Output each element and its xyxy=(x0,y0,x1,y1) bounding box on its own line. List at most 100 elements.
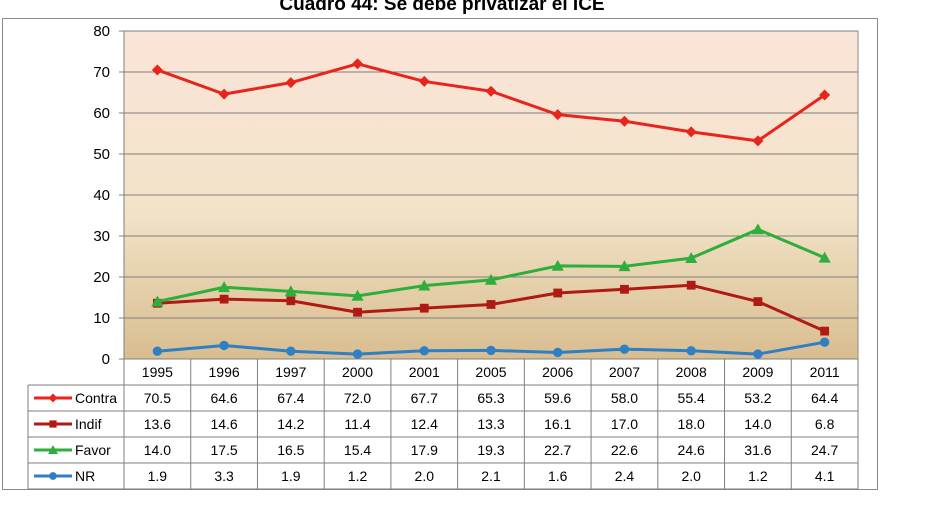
data-label-indif: 13.3 xyxy=(477,416,504,432)
data-label-favor: 14.0 xyxy=(144,442,171,458)
data-point-favor xyxy=(218,281,231,293)
data-label-indif: 13.6 xyxy=(144,416,171,432)
data-point-contra xyxy=(285,77,297,89)
y-tick-label: 0 xyxy=(102,351,110,368)
data-point-indif xyxy=(486,300,496,309)
data-label-nr: 1.9 xyxy=(148,468,168,484)
x-tick-label: 2000 xyxy=(342,364,373,380)
data-label-nr: 4.1 xyxy=(815,468,835,484)
data-label-nr: 2.0 xyxy=(415,468,435,484)
data-label-indif: 11.4 xyxy=(344,416,370,432)
data-point-contra xyxy=(552,109,564,121)
x-tick-label: 2007 xyxy=(609,364,640,380)
data-label-favor: 15.4 xyxy=(344,442,371,458)
legend-label-nr: NR xyxy=(75,468,95,484)
data-point-contra xyxy=(218,88,230,100)
data-label-nr: 1.2 xyxy=(748,468,768,484)
data-point-favor xyxy=(818,251,831,263)
data-point-nr xyxy=(152,346,163,356)
data-point-indif xyxy=(286,296,296,306)
y-tick-label: 50 xyxy=(93,146,110,163)
legend-marker-indif xyxy=(49,420,57,428)
legend-marker-nr xyxy=(49,472,57,480)
y-tick-label: 70 xyxy=(93,64,110,81)
x-tick-label: 1995 xyxy=(142,364,173,380)
data-label-nr: 1.6 xyxy=(548,468,568,484)
y-tick-label: 60 xyxy=(93,105,110,122)
data-point-contra xyxy=(352,58,364,70)
data-label-nr: 2.0 xyxy=(681,468,701,484)
data-point-nr xyxy=(553,347,563,358)
y-tick-label: 30 xyxy=(93,228,110,245)
x-tick-label: 2011 xyxy=(810,364,840,380)
data-point-nr xyxy=(753,349,763,359)
data-label-favor: 24.6 xyxy=(678,442,705,458)
data-point-nr xyxy=(286,346,296,356)
data-point-indif xyxy=(820,326,830,336)
data-point-favor xyxy=(418,279,431,291)
plot-area: 0 10 20 30 40 50 60 70 80 xyxy=(93,23,859,368)
data-label-contra: 65.3 xyxy=(477,390,504,406)
data-point-favor xyxy=(151,295,164,307)
legend-label-indif: Indif xyxy=(75,416,102,432)
data-point-favor xyxy=(484,273,498,285)
data-point-indif xyxy=(553,288,563,298)
data-point-favor xyxy=(351,289,364,301)
data-label-indif: 14.6 xyxy=(210,416,237,432)
data-label-indif: 14.0 xyxy=(744,416,771,432)
data-label-nr: 3.3 xyxy=(214,468,234,484)
x-tick-label: 1996 xyxy=(209,364,240,380)
data-point-contra xyxy=(752,135,764,147)
data-point-contra xyxy=(151,64,163,76)
data-label-contra: 67.4 xyxy=(277,390,304,406)
data-point-contra xyxy=(618,115,630,127)
data-label-contra: 53.2 xyxy=(744,390,771,406)
data-point-favor xyxy=(618,260,631,272)
data-point-favor xyxy=(751,223,764,235)
data-label-favor: 22.7 xyxy=(544,442,571,458)
data-point-nr xyxy=(219,340,229,351)
data-label-contra: 64.6 xyxy=(210,390,237,406)
data-point-nr xyxy=(619,344,630,354)
x-tick-label: 2005 xyxy=(475,364,506,380)
data-point-indif xyxy=(686,280,696,290)
data-label-contra: 55.4 xyxy=(678,390,705,406)
data-label-favor: 31.6 xyxy=(744,442,771,458)
data-label-contra: 72.0 xyxy=(344,390,371,406)
data-label-favor: 22.6 xyxy=(611,442,638,458)
data-point-favor xyxy=(551,259,564,271)
data-point-nr xyxy=(686,346,696,356)
data-label-indif: 14.2 xyxy=(277,416,304,432)
legend-marker-contra xyxy=(48,393,58,403)
legend-label-favor: Favor xyxy=(75,442,111,458)
data-label-contra: 58.0 xyxy=(611,390,638,406)
data-label-nr: 1.2 xyxy=(348,468,368,484)
data-point-indif xyxy=(620,284,629,294)
data-label-favor: 16.5 xyxy=(277,442,304,458)
y-tick-label: 20 xyxy=(93,269,110,286)
data-label-indif: 18.0 xyxy=(678,416,705,432)
data-label-nr: 2.4 xyxy=(615,468,635,484)
data-label-nr: 1.9 xyxy=(281,468,301,484)
data-label-favor: 19.3 xyxy=(477,442,504,458)
y-tick-label: 80 xyxy=(93,23,110,40)
data-point-indif xyxy=(353,307,362,317)
data-table: 1995 1996 1997 2000 2001 2005 2006 2007 2008 2009… xyxy=(27,358,859,490)
x-tick-label: 2009 xyxy=(742,364,773,380)
y-tick-label: 40 xyxy=(93,187,110,204)
chart-title: Cuadro 44: Se debe privatizar el ICE xyxy=(279,0,605,15)
x-tick-label: 2008 xyxy=(676,364,707,380)
data-point-favor xyxy=(685,252,698,263)
data-point-contra xyxy=(485,85,497,97)
legend-marker-favor xyxy=(48,445,58,454)
data-label-indif: 12.4 xyxy=(411,416,438,432)
data-point-nr xyxy=(486,345,496,356)
legend-label-contra: Contra xyxy=(75,390,117,406)
data-label-indif: 17.0 xyxy=(611,416,638,432)
data-label-contra: 70.5 xyxy=(144,390,171,406)
data-label-contra: 67.7 xyxy=(411,390,438,406)
data-label-nr: 2.1 xyxy=(481,468,501,484)
data-point-indif xyxy=(419,303,429,313)
data-point-contra xyxy=(418,75,430,87)
